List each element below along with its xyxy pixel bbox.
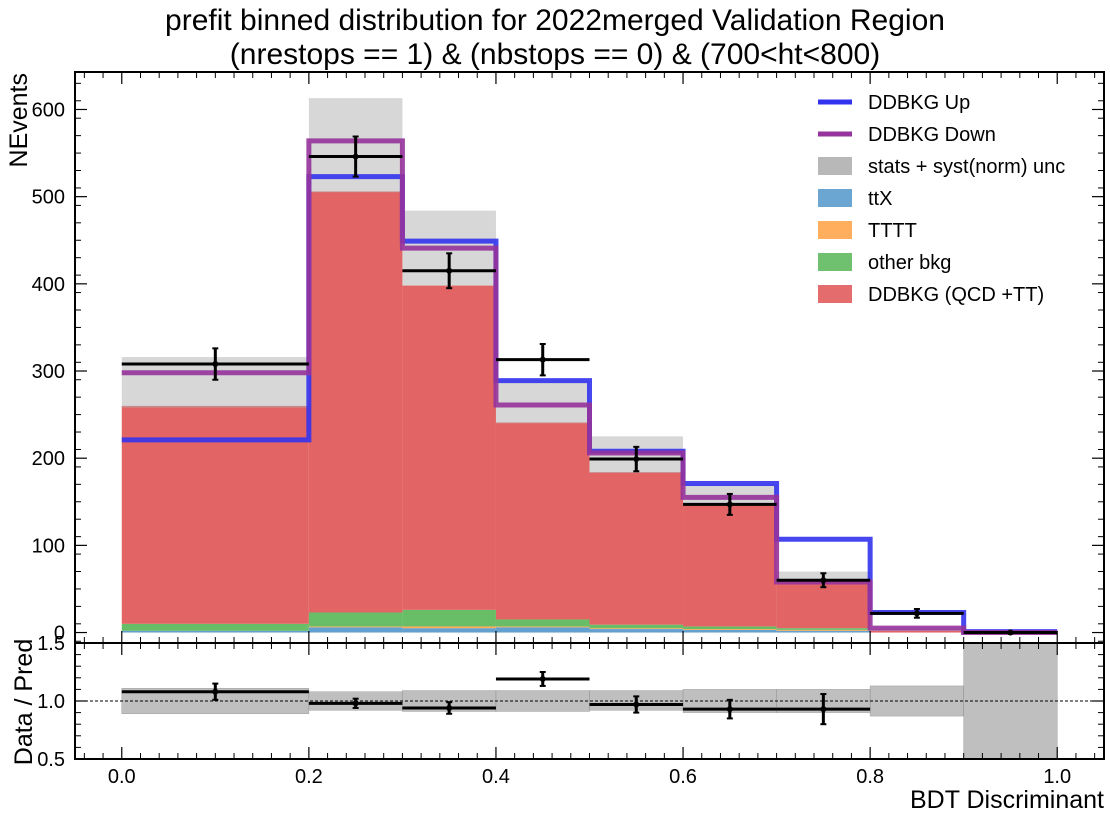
stack-bar-3-bin-2 — [402, 285, 496, 610]
legend-ddbkg-label: DDBKG (QCD +TT) — [868, 284, 1044, 306]
x-tick-label: 0.6 — [669, 766, 697, 788]
legend-ddbkg-up-label: DDBKG Up — [868, 92, 970, 114]
data-point-2 — [446, 267, 453, 274]
stack-bar-1-bin-1 — [308, 626, 403, 628]
legend-other-bkg-swatch — [818, 253, 852, 271]
y-tick-label: 0 — [54, 623, 65, 645]
stack-bar-0-bin-0 — [121, 630, 309, 633]
stack-bar-2-bin-2 — [402, 609, 496, 627]
legend-uncertainty-label: stats + syst(norm) unc — [868, 156, 1065, 178]
legend-ddbkg-swatch — [818, 285, 852, 303]
ratio-point-1 — [352, 700, 359, 707]
x-tick-label: 0.2 — [295, 766, 323, 788]
ratio-point-4 — [633, 701, 640, 708]
stack-bar-3-bin-3 — [495, 422, 590, 620]
data-point-4 — [633, 456, 640, 463]
chart-subtitle: (nrestops == 1) & (nbstops == 0) & (700<… — [229, 38, 881, 71]
stack-bar-2-bin-3 — [495, 619, 590, 627]
stack-bar-1-bin-6 — [776, 629, 871, 631]
stack-bar-2-bin-4 — [589, 624, 684, 629]
x-tick-label: 1.0 — [1043, 766, 1071, 788]
y-tick-label: 500 — [32, 187, 65, 209]
legend: DDBKG Up DDBKG Down stats + syst(norm) unc… — [818, 92, 1065, 306]
data-point-3 — [539, 356, 546, 363]
legend-uncertainty-swatch — [818, 157, 852, 175]
stack-bar-0-bin-3 — [495, 627, 590, 633]
y-axis-label: NEvents — [5, 73, 33, 167]
ratio-point-5 — [726, 706, 733, 713]
x-tick-label: 0.0 — [108, 766, 136, 788]
ratio-plot-content — [75, 643, 1104, 759]
data-point-8 — [1007, 629, 1014, 636]
stack-bar-0-bin-6 — [776, 630, 871, 633]
legend-ddbkg-down-label: DDBKG Down — [868, 124, 996, 146]
stack-bar-3-bin-6 — [776, 580, 871, 629]
stack-bar-1-bin-2 — [402, 626, 496, 629]
data-point-1 — [352, 153, 359, 160]
y-tick-label: 300 — [32, 361, 65, 383]
y-tick-label: 100 — [32, 535, 65, 557]
stack-bar-0-bin-4 — [589, 629, 684, 633]
data-point-0 — [212, 361, 219, 368]
ratio-point-3 — [539, 675, 546, 682]
ratio-point-2 — [446, 704, 453, 711]
stack-bar-0-bin-5 — [683, 629, 777, 633]
data-point-6 — [820, 577, 827, 584]
stack-bar-3-bin-4 — [589, 472, 684, 625]
ratio-tick-label: 1.0 — [37, 691, 65, 713]
stack-bar-3-bin-1 — [308, 191, 403, 613]
legend-tttt-label: TTTT — [868, 220, 917, 242]
x-tick-label: 0.8 — [856, 766, 884, 788]
ratio-axis-label: Data / Pred — [10, 639, 38, 765]
stack-bar-1-bin-4 — [589, 628, 684, 630]
stack-bar-0-bin-2 — [402, 628, 496, 633]
stack-bar-3-bin-7 — [870, 630, 964, 633]
ratio-point-0 — [212, 688, 219, 695]
uncertainty-band-bin-3 — [495, 379, 590, 424]
legend-tttt-swatch — [818, 221, 852, 239]
legend-ttx-label: ttX — [868, 188, 892, 210]
chart-title: prefit binned distribution for 2022merge… — [165, 4, 945, 37]
stack-bar-0-bin-1 — [308, 627, 403, 633]
x-axis-label: BDT Discriminant — [910, 786, 1104, 814]
ratio-tick-label: 1.5 — [37, 633, 65, 655]
stack-bar-2-bin-5 — [683, 626, 777, 630]
stack-bar-2-bin-0 — [121, 623, 309, 631]
stack-bar-1-bin-3 — [495, 626, 590, 628]
y-tick-label: 400 — [32, 274, 65, 296]
ratio-point-6 — [820, 706, 827, 713]
stack-bar-2-bin-6 — [776, 628, 871, 630]
ratio-tick-label: 0.5 — [37, 749, 65, 771]
legend-other-bkg-label: other bkg — [868, 252, 951, 274]
stack-bar-1-bin-5 — [683, 629, 777, 630]
stack-bar-2-bin-1 — [308, 612, 403, 627]
data-point-5 — [726, 501, 733, 508]
y-tick-label: 200 — [32, 448, 65, 470]
axes: 0.0 0.2 0.4 0.6 0.8 1.0 0 100 200 300 400 500 600 0.5… — [5, 71, 1105, 814]
legend-ttx-swatch — [818, 189, 852, 207]
x-tick-label: 0.4 — [482, 766, 510, 788]
stack-bar-3-bin-5 — [683, 503, 777, 627]
y-tick-label: 600 — [32, 99, 65, 121]
data-point-7 — [913, 610, 920, 617]
main-plot-content — [121, 98, 1058, 636]
